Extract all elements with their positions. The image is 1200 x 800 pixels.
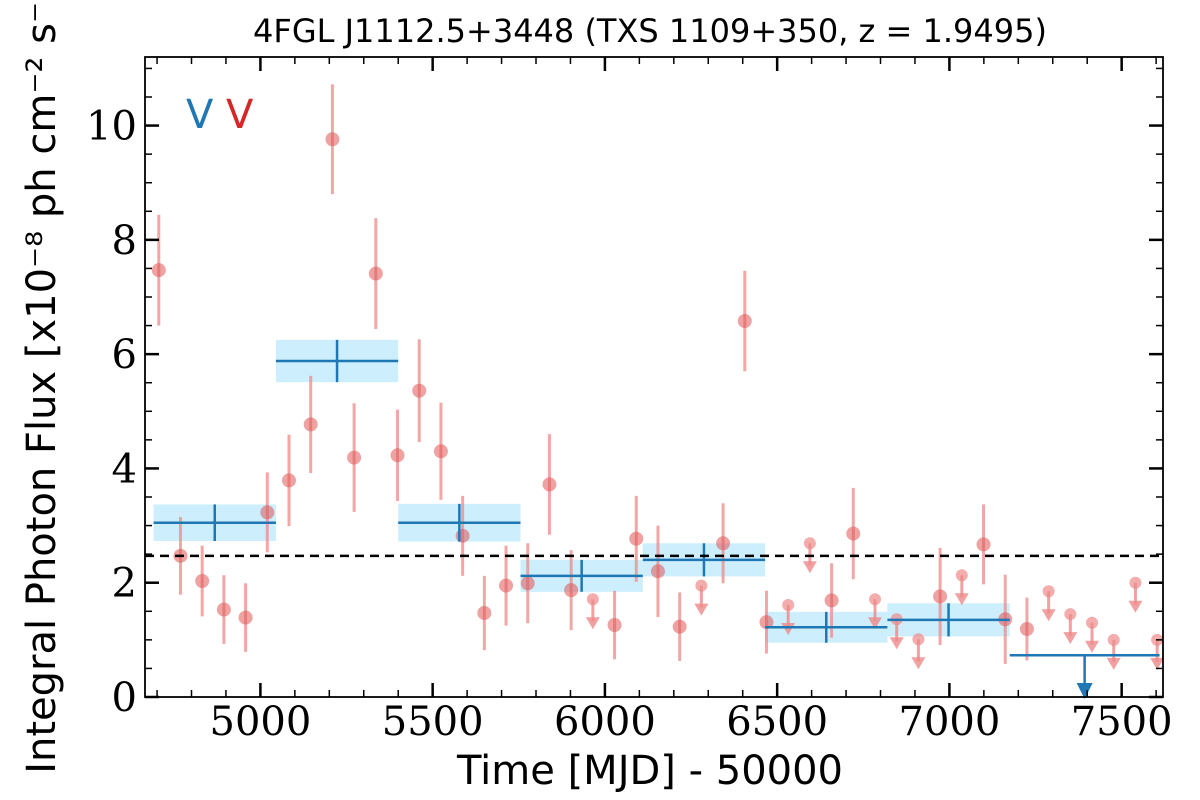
y-tick-label: 10: [86, 104, 137, 150]
fine-data-point: [433, 444, 448, 459]
fine-data-point: [455, 528, 470, 543]
fine-data-point: [672, 619, 687, 634]
fine-data-point: [216, 602, 231, 617]
x-tick-label: 5500: [382, 699, 484, 745]
y-tick-label: 6: [112, 332, 137, 378]
fine-upper-limit-arrow: [1041, 609, 1056, 622]
fine-data-point: [564, 583, 579, 598]
plot-area: 5000 5500 6000 6500 7000 7500 0 2 4 6 8 10: [86, 56, 1173, 745]
fine-data-point: [151, 263, 166, 278]
x-tick-label: 7500: [1071, 699, 1173, 745]
x-axis-label: Time [MJD] - 50000: [456, 748, 843, 794]
fine-upper-limit-arrow: [1128, 600, 1143, 613]
plot-frame: [144, 56, 1164, 698]
fine-data-point: [282, 473, 297, 488]
fine-upper-limit-arrow: [802, 561, 817, 574]
y-tick-label: 8: [112, 218, 137, 264]
fine-data-point: [325, 132, 340, 147]
fine-upper-limit-arrow: [1150, 657, 1165, 670]
fine-data-point: [260, 505, 275, 520]
fine-upper-limit-arrow: [1085, 640, 1100, 653]
fine-upper-limit-arrow: [911, 657, 926, 670]
fine-data-point: [347, 450, 362, 465]
fine-data-point: [390, 448, 405, 463]
x-tick-label: 5000: [210, 699, 312, 745]
fine-upper-limit-arrow: [867, 617, 882, 630]
y-tick-label: 0: [112, 675, 137, 721]
fine-data-point: [477, 606, 492, 620]
fine-upper-limit-arrow: [1063, 632, 1078, 645]
y-axis-label: Integral Photon Flux [x10⁻⁸ ph cm⁻² s⁻¹]: [19, 0, 65, 774]
fine-data-point: [412, 383, 427, 398]
fine-data-point: [499, 578, 514, 593]
fine-data-point: [607, 618, 622, 632]
fine-data-point: [238, 610, 253, 625]
fine-upper-limit-arrow: [694, 603, 709, 616]
fine-upper-limit-arrow: [1106, 657, 1121, 670]
fine-upper-limit-arrow: [781, 623, 796, 635]
chart-title: 4FGL J1112.5+3448 (TXS 1109+350, z = 1.9…: [253, 12, 1047, 50]
fine-data-point: [1019, 622, 1034, 636]
fine-data-point: [303, 417, 318, 432]
fine-data-point: [976, 537, 991, 552]
fine-data-point: [542, 477, 557, 492]
fine-upper-limit-arrow: [889, 637, 904, 650]
fine-data-point: [759, 615, 774, 630]
marker-v-red: V: [226, 92, 254, 138]
fine-data-point: [824, 593, 839, 608]
fine-data-point: [846, 526, 861, 541]
fine-data-point: [650, 564, 665, 579]
marker-v-blue: V: [186, 92, 214, 138]
y-tick-label: 4: [112, 446, 137, 492]
x-tick-label: 7000: [899, 699, 1001, 745]
y-tick-label: 2: [112, 561, 137, 607]
fine-data-point: [629, 531, 644, 546]
fine-upper-limit-arrow: [585, 617, 600, 630]
x-tick-label: 6000: [554, 699, 656, 745]
fine-data-point: [368, 266, 383, 281]
coarse-upper-limit-arrow: [1076, 683, 1093, 699]
fine-data-point: [933, 589, 948, 604]
x-tick-label: 6500: [726, 699, 828, 745]
fine-data-point: [520, 576, 535, 591]
fine-data-point: [716, 536, 731, 551]
fine-upper-limit-arrow: [954, 593, 969, 606]
fine-data-point: [195, 574, 210, 588]
fine-data-point: [737, 314, 752, 328]
